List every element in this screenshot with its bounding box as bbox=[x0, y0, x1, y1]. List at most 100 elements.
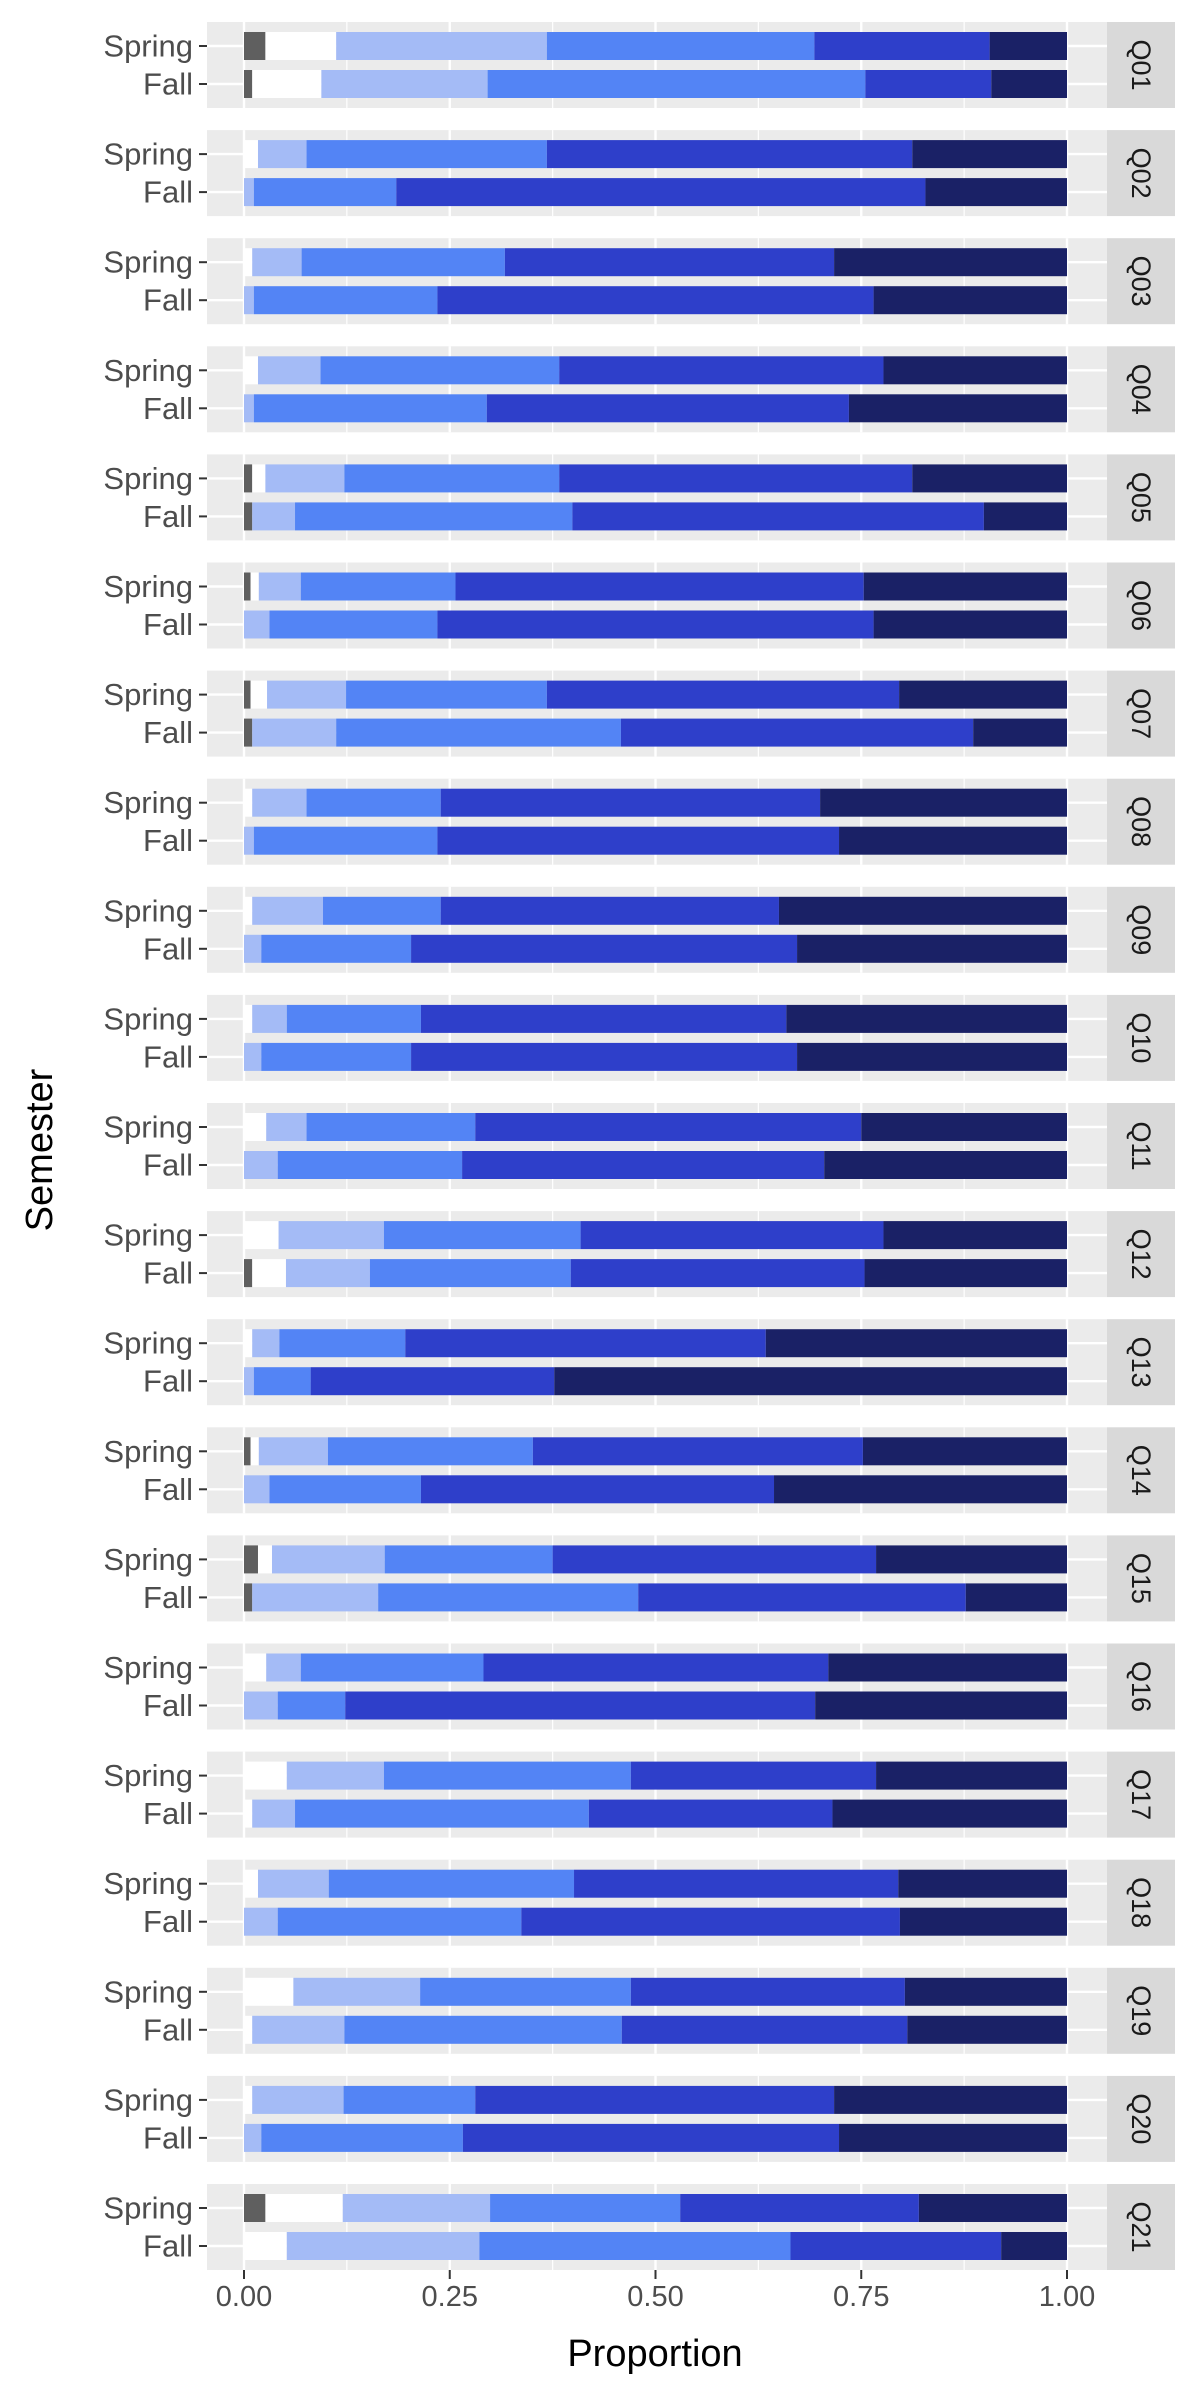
bar-segment bbox=[244, 1869, 258, 1898]
bar-segment bbox=[344, 2015, 622, 2044]
bar-segment bbox=[989, 32, 1067, 60]
facet-strip: Q21 bbox=[1107, 2184, 1175, 2270]
bar-segment bbox=[244, 1151, 278, 1179]
x-axis: 0.00 0.25 0.50 0.75 1.00 bbox=[216, 2270, 1095, 2313]
bar-segment bbox=[301, 248, 505, 277]
y-tick-label: Fall bbox=[143, 2120, 193, 2155]
y-tick-label: Fall bbox=[143, 607, 193, 642]
bar-segment bbox=[873, 610, 1067, 639]
bar-segment bbox=[244, 826, 254, 855]
bar-segment bbox=[797, 1042, 1067, 1071]
bar-segment bbox=[437, 610, 874, 639]
bar-segment bbox=[834, 2085, 1067, 2114]
facet-strip-background bbox=[1107, 562, 1175, 649]
y-tick-label: Fall bbox=[143, 1364, 193, 1399]
bar-segment bbox=[244, 1761, 287, 1790]
bar-segment bbox=[306, 140, 547, 169]
bar-segment bbox=[244, 718, 253, 747]
bar-segment bbox=[244, 1583, 253, 1612]
y-axis: SpringFallSpringFallSpringFallSpringFall… bbox=[103, 29, 207, 2264]
bar-segment bbox=[834, 248, 1067, 277]
bar-segment bbox=[904, 1977, 1067, 2006]
bar-segment bbox=[261, 2123, 463, 2152]
bar-segment bbox=[862, 1437, 1067, 1466]
bar-segment bbox=[252, 718, 337, 747]
facet-strip-label: Q14 bbox=[1126, 1445, 1156, 1496]
bar-segment bbox=[244, 140, 258, 169]
bar-segment bbox=[252, 1583, 379, 1612]
facet-strip: Q10 bbox=[1107, 994, 1175, 1081]
facet-strip-background bbox=[1107, 22, 1175, 108]
bar-segment bbox=[244, 610, 270, 639]
bar-segment bbox=[863, 572, 1067, 601]
bar-segment bbox=[286, 1004, 421, 1033]
bar-segment bbox=[244, 1977, 294, 2006]
y-tick-label: Spring bbox=[103, 785, 193, 820]
facet-strip-label: Q08 bbox=[1126, 796, 1156, 847]
y-tick-label: Spring bbox=[103, 137, 193, 172]
bar-segment bbox=[244, 2085, 253, 2114]
bar-segment bbox=[815, 1691, 1067, 1720]
bar-segment bbox=[252, 1004, 287, 1033]
bar-segment bbox=[261, 1042, 412, 1071]
bar-segment bbox=[490, 2194, 681, 2222]
bar-segment bbox=[258, 572, 301, 601]
y-tick-label: Fall bbox=[143, 2229, 193, 2264]
y-tick-label: Spring bbox=[103, 1650, 193, 1685]
bar-segment bbox=[244, 2194, 266, 2222]
bar-segment bbox=[265, 2194, 343, 2222]
bar-segment bbox=[873, 286, 1067, 315]
facet-strip-label: Q18 bbox=[1126, 1877, 1156, 1928]
y-tick-label: Spring bbox=[103, 1974, 193, 2009]
y-tick-label: Fall bbox=[143, 1688, 193, 1723]
bar-segment bbox=[244, 1259, 253, 1288]
y-tick-label: Fall bbox=[143, 67, 193, 102]
facet-strips-layer: Q01 Q02 Q03 Q04 Q05 Q06 Q07 Q08 Q09 Q10 Q11 Q12 Q13 Q… bbox=[1107, 22, 1175, 2270]
bar-segment bbox=[839, 2123, 1067, 2152]
bar-segment bbox=[1001, 2232, 1067, 2260]
facet-strip: Q09 bbox=[1107, 886, 1175, 973]
bar-segment bbox=[580, 1221, 884, 1250]
bar-segment bbox=[244, 1042, 262, 1071]
bar-segment bbox=[286, 1761, 384, 1790]
facet-strip: Q05 bbox=[1107, 454, 1175, 541]
bar-segment bbox=[327, 1437, 533, 1466]
facet-strip: Q11 bbox=[1107, 1103, 1175, 1189]
bar-segment bbox=[786, 1004, 1067, 1033]
bar-segment bbox=[286, 2232, 480, 2260]
y-tick-label: Fall bbox=[143, 931, 193, 966]
bar-segment bbox=[244, 1799, 253, 1828]
bar-segment bbox=[244, 1475, 270, 1504]
bar-segment bbox=[253, 394, 487, 423]
bar-segment bbox=[680, 2194, 919, 2222]
bar-segment bbox=[554, 1367, 1067, 1396]
bar-segment bbox=[638, 1583, 966, 1612]
bar-segment bbox=[295, 1799, 589, 1828]
facet-strip-background bbox=[1107, 1319, 1175, 1406]
facet-strip-label: Q20 bbox=[1126, 2093, 1156, 2144]
bar-segment bbox=[462, 2123, 840, 2152]
facet-strip-background bbox=[1107, 1427, 1175, 1514]
bar-segment bbox=[420, 1004, 787, 1033]
facet-strip-background bbox=[1107, 238, 1175, 325]
bar-segment bbox=[797, 934, 1067, 963]
bar-segment bbox=[250, 1437, 259, 1466]
bar-segment bbox=[383, 1761, 631, 1790]
bar-segment bbox=[253, 178, 397, 207]
facet-strip-label: Q01 bbox=[1126, 39, 1156, 90]
facet-strip-background bbox=[1107, 1751, 1175, 1838]
bar-segment bbox=[244, 178, 254, 207]
bar-segment bbox=[277, 1691, 346, 1720]
y-tick-label: Spring bbox=[103, 1758, 193, 1793]
bar-segment bbox=[475, 2085, 835, 2114]
bar-segment bbox=[279, 1329, 406, 1358]
facet-strip-background bbox=[1107, 1103, 1175, 1189]
facet-strip-background bbox=[1107, 346, 1175, 433]
bar-segment bbox=[559, 356, 884, 385]
bar-segment bbox=[440, 788, 821, 817]
bar-segment bbox=[252, 70, 322, 98]
bar-segment bbox=[266, 1653, 301, 1682]
y-tick-label: Spring bbox=[103, 461, 193, 496]
bar-segment bbox=[277, 1907, 522, 1936]
